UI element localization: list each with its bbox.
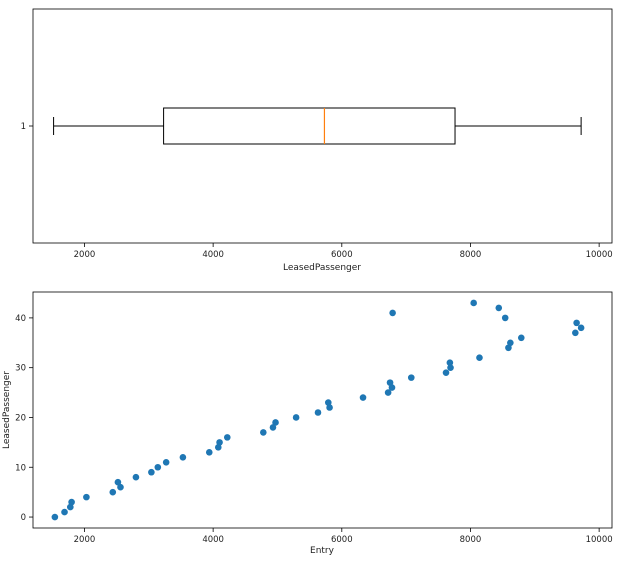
scatter-point bbox=[505, 344, 512, 352]
scatter-point bbox=[179, 453, 187, 461]
scatter-point bbox=[507, 339, 514, 347]
scatter-point bbox=[572, 329, 579, 337]
scatter-point bbox=[359, 394, 367, 401]
scatter-point bbox=[51, 513, 59, 521]
scatter-y-tick-label: 0 bbox=[21, 513, 26, 523]
scatter-point bbox=[447, 364, 454, 371]
scatter-point bbox=[384, 389, 392, 396]
scatter-point bbox=[272, 419, 279, 426]
scatter-point bbox=[214, 444, 222, 451]
scatter-point bbox=[476, 354, 483, 362]
boxplot-chart: 2000 4000 6000 8000 10000 1 LeasedPassenger bbox=[21, 8, 613, 273]
scatter-point bbox=[269, 424, 277, 431]
boxplot-x-tick-label: 2000 bbox=[74, 250, 96, 260]
scatter-point bbox=[389, 309, 396, 317]
scatter-point bbox=[223, 434, 231, 441]
scatter-point bbox=[292, 414, 300, 421]
scatter-x-tick-label: 2000 bbox=[74, 535, 96, 545]
scatter-point bbox=[446, 359, 454, 367]
boxplot-y-tick-label: 1 bbox=[21, 122, 26, 132]
boxplot-box bbox=[163, 107, 456, 145]
scatter-point bbox=[495, 304, 503, 312]
scatter-point bbox=[501, 314, 509, 322]
scatter-x-tick-label: 4000 bbox=[202, 535, 224, 545]
scatter-point bbox=[573, 319, 580, 327]
scatter-x-tick-label: 6000 bbox=[331, 535, 353, 545]
boxplot-x-tick-label: 10000 bbox=[586, 250, 613, 260]
scatter-point bbox=[386, 379, 394, 386]
scatter-point bbox=[260, 429, 267, 436]
scatter-y-tick-label: 20 bbox=[15, 413, 26, 423]
boxplot-x-tick-label: 4000 bbox=[202, 250, 224, 260]
scatter-point bbox=[83, 493, 90, 501]
scatter-point bbox=[117, 483, 124, 491]
boxplot-x-tick-label: 8000 bbox=[460, 250, 482, 260]
scatter-point bbox=[442, 369, 450, 376]
boxplot-x-tick-label: 6000 bbox=[331, 250, 353, 260]
scatter-point bbox=[326, 404, 333, 411]
scatter-y-tick-label: 30 bbox=[15, 364, 26, 374]
scatter-point bbox=[324, 399, 332, 406]
scatter-point bbox=[148, 468, 155, 476]
scatter-point bbox=[61, 508, 68, 516]
scatter-point bbox=[216, 439, 223, 446]
scatter-point bbox=[154, 463, 162, 471]
boxplot-x-axis-label: LeasedPassenger bbox=[283, 263, 361, 273]
scatter-point bbox=[388, 384, 396, 391]
scatter-point bbox=[577, 324, 585, 332]
scatter-point bbox=[162, 458, 170, 466]
scatter-point bbox=[132, 473, 140, 481]
scatter-y-tick-label: 10 bbox=[15, 463, 26, 473]
scatter-chart: 2000 4000 6000 8000 10000 0 10 20 30 40 Entry Le… bbox=[2, 291, 613, 556]
scatter-plot-area bbox=[32, 291, 613, 529]
scatter-point bbox=[205, 449, 213, 456]
scatter-point bbox=[114, 478, 122, 486]
scatter-point bbox=[407, 374, 415, 381]
scatter-y-tick-label: 40 bbox=[15, 314, 26, 324]
scatter-y-axis-label: LeasedPassenger bbox=[2, 371, 12, 449]
scatter-point bbox=[109, 488, 117, 496]
scatter-x-tick-label: 10000 bbox=[586, 535, 613, 545]
scatter-x-tick-label: 8000 bbox=[460, 535, 482, 545]
scatter-point bbox=[470, 299, 477, 307]
scatter-point bbox=[314, 409, 322, 416]
scatter-point bbox=[68, 498, 75, 506]
scatter-point bbox=[517, 334, 525, 342]
scatter-point bbox=[67, 503, 74, 511]
scatter-x-axis-label: Entry bbox=[310, 546, 335, 556]
